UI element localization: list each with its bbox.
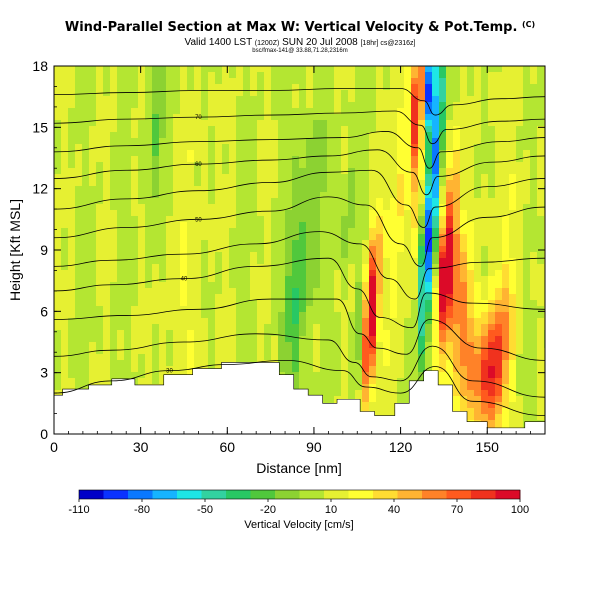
colorbar-frame (78, 489, 521, 500)
contour-label: 30 (166, 369, 173, 375)
x-tick-label: 90 (306, 439, 322, 455)
theta-contour (54, 333, 545, 398)
colorbar-swatch (226, 490, 251, 499)
x-tick-label: 150 (476, 439, 500, 455)
colorbar-tick-label: -20 (260, 504, 276, 516)
theta-contour (54, 88, 545, 116)
contour-label: 60 (195, 162, 202, 168)
x-tick-label: 60 (220, 439, 236, 455)
colorbar-swatch (275, 490, 300, 499)
title-text: Wind-Parallel Section at Max W: Vertical… (64, 20, 518, 35)
chart-title: Wind-Parallel Section at Max W: Vertical… (0, 20, 600, 35)
colorbar: -110 -80 -50 -20 10 40 70 100 (68, 489, 529, 516)
colorbar-swatch (324, 490, 349, 499)
colorbar-swatch (79, 490, 104, 499)
theta-contour (54, 131, 545, 169)
theta-contour (54, 196, 545, 267)
colorbar-swatch (103, 490, 129, 499)
colorbar-tick-label: 70 (451, 504, 463, 516)
valid-time-line: Valid 1400 LST (1200Z) SUN 20 Jul 2008 [… (0, 37, 600, 48)
colorbar-tick-label: 10 (325, 504, 337, 516)
theta-contour (54, 169, 545, 228)
x-tick-label: 30 (133, 439, 149, 455)
colorbar-tick-label: -110 (68, 504, 89, 516)
colorbar-swatch (471, 490, 496, 499)
y-axis-title: Height [Kft MSL] (7, 199, 23, 301)
valid-text: Valid 1400 LST (184, 37, 253, 48)
colorbar-swatch (177, 490, 202, 499)
contour-label: 70 (195, 115, 202, 121)
valid-utc: (1200Z) (254, 40, 280, 47)
theta-contour (54, 149, 545, 196)
theta-contour (54, 298, 545, 361)
colorbar-swatch (299, 490, 325, 499)
colorbar-swatch (348, 490, 374, 499)
theta-contour (54, 110, 545, 145)
contour-label: 50 (195, 217, 202, 223)
chart-subtitle: bsc/fmax-141@ 33.88,71.28,2316m (252, 48, 348, 54)
colorbar-tick-label: -50 (197, 504, 213, 516)
theta-contour (54, 257, 545, 329)
contour-label: 40 (181, 277, 188, 283)
y-tick-label: 0 (40, 426, 48, 442)
y-tick-label: 6 (40, 303, 48, 319)
colorbar-swatch (250, 490, 276, 499)
y-tick-label: 12 (32, 181, 48, 197)
colorbar-tick-label: -80 (134, 504, 150, 516)
theta-contour (54, 359, 545, 416)
colorbar-swatch (422, 490, 447, 499)
theta-contours: 30 40 50 60 70 (54, 88, 545, 416)
y-tick-label: 3 (40, 365, 48, 381)
axes: 0 30 60 90 120 150 0 3 6 9 12 15 18 (32, 58, 546, 455)
colorbar-swatch (495, 490, 521, 499)
x-axis-title: Distance [nm] (256, 460, 342, 476)
x-tick-label: 120 (389, 439, 413, 455)
y-tick-label: 9 (40, 242, 48, 258)
colorbar-swatch (373, 490, 398, 499)
valid-run: [18hr] cs@2316z] (360, 40, 416, 47)
colorbar-tick-label: 40 (388, 504, 400, 516)
y-tick-label: 18 (32, 58, 48, 74)
terrain-mask (53, 362, 546, 435)
colorbar-swatch (446, 490, 472, 499)
colorbar-swatch (201, 490, 227, 499)
title-mark: (C) (521, 20, 536, 29)
theta-contour (54, 231, 545, 300)
colorbar-swatch (397, 490, 423, 499)
colorbar-swatch (152, 490, 178, 499)
valid-date: SUN 20 Jul 2008 (282, 37, 358, 48)
colorbar-title: Vertical Velocity [cm/s] (244, 519, 353, 531)
colorbar-tick-label: 100 (511, 504, 529, 516)
colorbar-swatch (128, 490, 153, 499)
y-tick-label: 15 (32, 119, 48, 135)
x-tick-label: 0 (50, 439, 58, 455)
